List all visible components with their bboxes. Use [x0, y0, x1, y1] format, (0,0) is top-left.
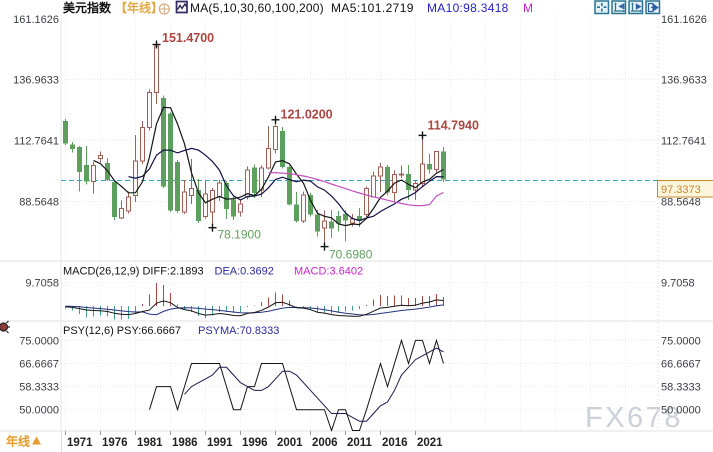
svg-text:2016: 2016 — [382, 437, 408, 449]
svg-text:1986: 1986 — [172, 437, 198, 449]
svg-text:1981: 1981 — [137, 437, 163, 449]
svg-text:1976: 1976 — [102, 437, 128, 449]
svg-text:112.7641: 112.7641 — [14, 136, 59, 148]
svg-text:114.7940: 114.7940 — [428, 119, 479, 133]
svg-text:MACD:3.6402: MACD:3.6402 — [294, 266, 363, 278]
svg-text:70.6980: 70.6980 — [329, 248, 373, 262]
svg-text:9.7058: 9.7058 — [25, 278, 59, 290]
svg-text:MA5:101.2719: MA5:101.2719 — [331, 1, 414, 15]
svg-text:50.0000: 50.0000 — [661, 405, 701, 417]
svg-text:75.0000: 75.0000 — [19, 335, 59, 347]
svg-text:MA10:98.3418: MA10:98.3418 — [427, 1, 509, 15]
svg-text:66.6667: 66.6667 — [19, 358, 59, 370]
svg-text:PSYMA:70.8333: PSYMA:70.8333 — [198, 325, 279, 337]
svg-text:2001: 2001 — [277, 437, 303, 449]
svg-text:112.7641: 112.7641 — [661, 136, 706, 148]
svg-text:2021: 2021 — [417, 437, 443, 449]
svg-text:美元指数: 美元指数 — [63, 0, 112, 15]
svg-text:M: M — [523, 1, 533, 15]
svg-text:161.1626: 161.1626 — [661, 14, 707, 26]
svg-text:1971: 1971 — [67, 437, 93, 449]
svg-text:PSY(12,6) PSY:66.6667: PSY(12,6) PSY:66.6667 — [63, 325, 181, 337]
svg-text:97.3373: 97.3373 — [661, 184, 701, 196]
svg-text:【年线】: 【年线】 — [115, 0, 163, 15]
svg-text:136.9633: 136.9633 — [661, 75, 707, 87]
svg-text:66.6667: 66.6667 — [661, 358, 701, 370]
svg-text:121.0200: 121.0200 — [281, 108, 333, 122]
svg-text:78.1900: 78.1900 — [218, 228, 262, 242]
svg-text:58.3333: 58.3333 — [19, 382, 59, 394]
svg-text:2011: 2011 — [347, 437, 373, 449]
svg-text:1996: 1996 — [242, 437, 268, 449]
svg-text:58.3333: 58.3333 — [661, 382, 701, 394]
svg-text:151.4700: 151.4700 — [162, 31, 214, 45]
svg-text:161.1626: 161.1626 — [13, 14, 59, 26]
svg-text:2006: 2006 — [312, 437, 338, 449]
svg-text:136.9633: 136.9633 — [13, 75, 59, 87]
svg-text:9.7058: 9.7058 — [661, 278, 695, 290]
svg-text:75.0000: 75.0000 — [661, 335, 701, 347]
svg-text:88.5648: 88.5648 — [19, 197, 59, 209]
svg-text:50.0000: 50.0000 — [19, 405, 59, 417]
svg-text:MA(5,10,30,60,100,200): MA(5,10,30,60,100,200) — [190, 1, 324, 15]
svg-text:88.5648: 88.5648 — [661, 197, 701, 209]
svg-text:1991: 1991 — [207, 437, 233, 449]
svg-text:DEA:0.3692: DEA:0.3692 — [215, 266, 274, 278]
svg-text:年线: 年线 — [6, 434, 30, 449]
svg-text:FX678: FX678 — [585, 402, 683, 434]
svg-text:MACD(26,12,9) DIFF:2.1893: MACD(26,12,9) DIFF:2.1893 — [63, 266, 204, 278]
